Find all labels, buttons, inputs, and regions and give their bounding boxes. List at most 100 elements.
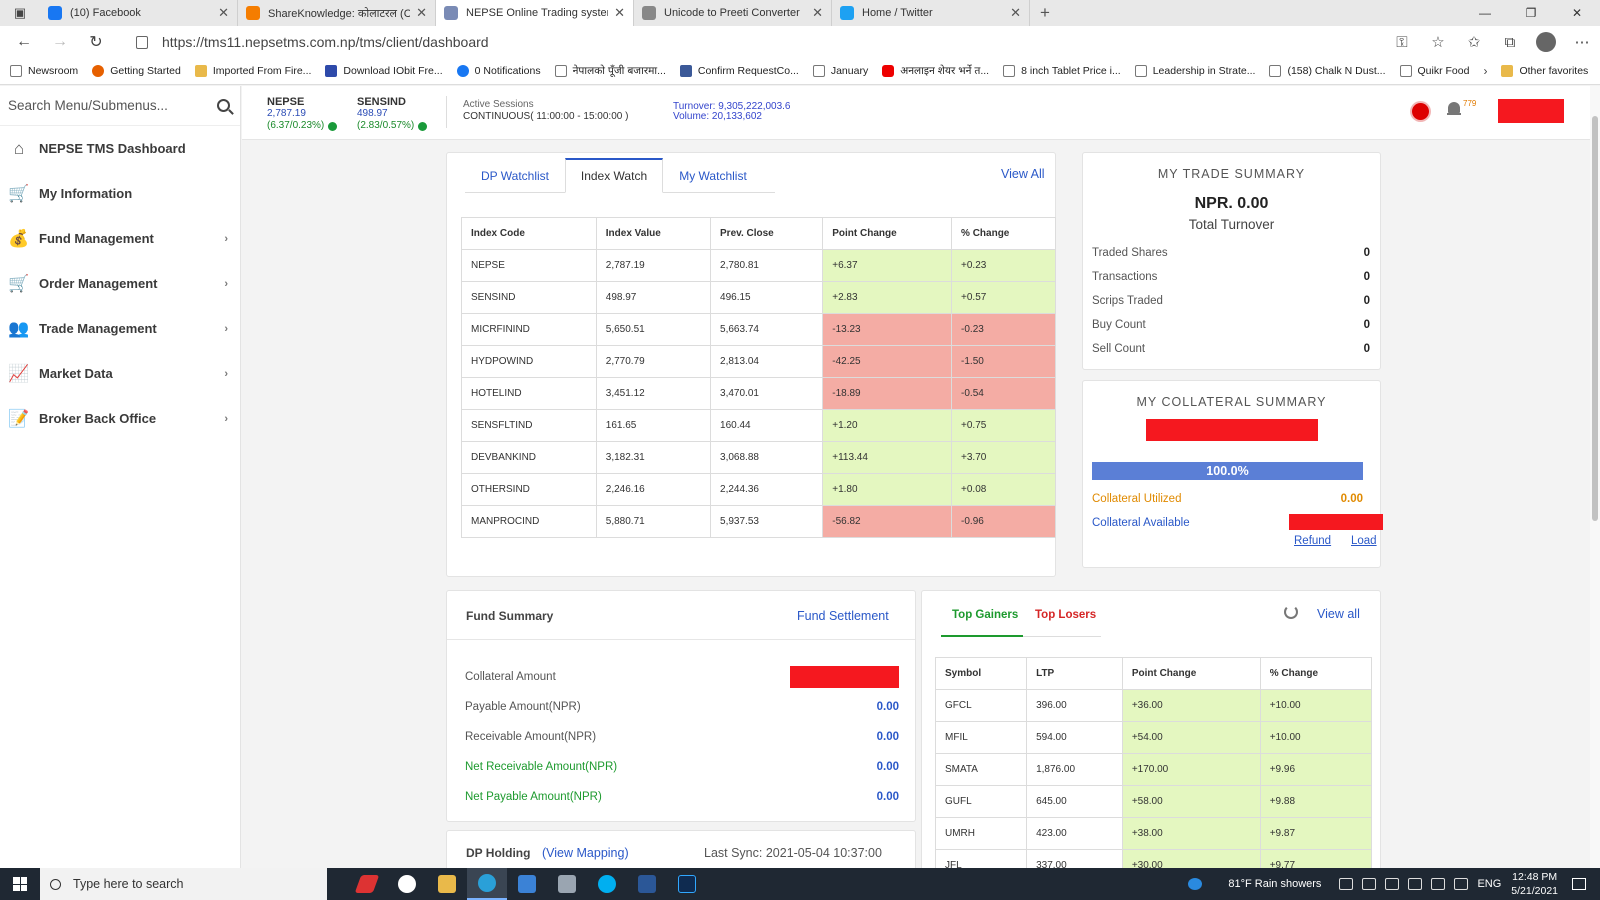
- favorite-item[interactable]: Getting Started: [92, 64, 181, 78]
- column-header[interactable]: Index Code: [461, 217, 597, 250]
- view-mapping-link[interactable]: (View Mapping): [542, 846, 629, 860]
- favorite-item[interactable]: 0 Notifications: [456, 64, 541, 78]
- taskbar-app-calculator[interactable]: [547, 868, 587, 900]
- minimize-button[interactable]: —: [1479, 6, 1491, 20]
- language-indicator[interactable]: ENG: [1477, 878, 1502, 890]
- taskbar-app-explorer[interactable]: [427, 868, 467, 900]
- table-row[interactable]: GFCL 396.00 +36.00 +10.00: [934, 689, 1373, 722]
- taskbar-app-word[interactable]: [627, 868, 667, 900]
- browser-tab[interactable]: (10) Facebook ✕: [40, 0, 238, 26]
- sidebar-item-market-data[interactable]: 📈 Market Data ›: [0, 351, 240, 396]
- favorite-item[interactable]: (158) Chalk N Dust...: [1269, 64, 1386, 78]
- start-button[interactable]: [0, 868, 40, 900]
- favorite-item[interactable]: Imported From Fire...: [194, 64, 311, 78]
- column-header[interactable]: Point Change: [1121, 657, 1261, 690]
- table-row[interactable]: SENSIND 498.97 496.15 +2.83 +0.57: [461, 281, 1056, 314]
- tab-my-watchlist[interactable]: My Watchlist: [679, 168, 747, 183]
- url-field[interactable]: https://tms11.nepsetms.com.np/tms/client…: [120, 29, 1425, 55]
- refund-link[interactable]: Refund: [1294, 535, 1332, 547]
- table-row[interactable]: MFIL 594.00 +54.00 +10.00: [934, 721, 1373, 754]
- reload-button[interactable]: ↻: [89, 34, 103, 51]
- notification-center-icon[interactable]: [1572, 878, 1586, 890]
- favorite-item[interactable]: Download IObit Fre...: [325, 64, 443, 78]
- chevron-up-icon[interactable]: [1339, 878, 1354, 890]
- browser-tab[interactable]: NEPSE Online Trading system ✕: [436, 0, 634, 26]
- search-icon[interactable]: [217, 99, 230, 112]
- column-header[interactable]: Prev. Close: [710, 217, 824, 250]
- column-header[interactable]: LTP: [1026, 657, 1123, 690]
- chevron-right-icon[interactable]: ›: [1483, 64, 1488, 78]
- column-header[interactable]: Symbol: [934, 657, 1028, 690]
- more-menu-icon[interactable]: ⋯: [1574, 34, 1590, 51]
- table-row[interactable]: UMRH 423.00 +38.00 +9.87: [934, 817, 1373, 850]
- close-icon[interactable]: ✕: [416, 5, 427, 20]
- battery-icon[interactable]: [1385, 878, 1400, 890]
- tab-index-watch[interactable]: Index Watch: [565, 158, 663, 193]
- keyboard-icon[interactable]: [1454, 878, 1469, 890]
- new-tab-button[interactable]: +: [1040, 3, 1050, 22]
- cloud-icon[interactable]: [1408, 878, 1423, 890]
- sidebar-item-order-management[interactable]: 🛒 Order Management ›: [0, 261, 240, 306]
- table-row[interactable]: JFL 337.00 +30.00 +9.77: [934, 849, 1373, 868]
- favorite-item[interactable]: Confirm RequestCo...: [679, 64, 799, 78]
- tab-dp-watchlist[interactable]: DP Watchlist: [480, 168, 549, 183]
- collections-icon[interactable]: ⧉: [1504, 33, 1516, 51]
- fund-settlement-link[interactable]: Fund Settlement: [797, 609, 889, 623]
- refresh-icon[interactable]: [1284, 605, 1298, 619]
- favorite-item[interactable]: Newsroom: [10, 64, 78, 78]
- favorite-item[interactable]: अनलाइन शेयर भर्ने त...: [882, 64, 989, 78]
- column-header[interactable]: % Change: [1259, 657, 1373, 690]
- network-icon[interactable]: [1362, 878, 1377, 890]
- bell-icon[interactable]: [1447, 101, 1461, 117]
- column-header[interactable]: % Change: [951, 217, 1056, 250]
- close-window-button[interactable]: ✕: [1571, 6, 1583, 20]
- column-header[interactable]: Point Change: [822, 217, 953, 250]
- favorites-icon[interactable]: ✩: [1467, 34, 1481, 51]
- help-icon[interactable]: [1188, 878, 1203, 890]
- table-row[interactable]: SENSFLTIND 161.65 160.44 +1.20 +0.75: [461, 409, 1056, 442]
- table-row[interactable]: DEVBANKIND 3,182.31 3,068.88 +113.44 +3.70: [461, 441, 1056, 474]
- taskbar-search-input[interactable]: Type here to search: [40, 868, 327, 900]
- favorite-item[interactable]: Quikr Food: [1399, 64, 1469, 78]
- table-row[interactable]: HOTELIND 3,451.12 3,470.01 -18.89 -0.54: [461, 377, 1056, 410]
- load-link[interactable]: Load: [1351, 535, 1377, 547]
- browser-tab[interactable]: Home / Twitter ✕: [832, 0, 1030, 26]
- table-row[interactable]: GUFL 645.00 +58.00 +9.88: [934, 785, 1373, 818]
- volume-icon[interactable]: [1431, 878, 1446, 890]
- other-favorites-folder[interactable]: Other favorites: [1501, 65, 1588, 77]
- tab-top-losers[interactable]: Top Losers: [1035, 609, 1097, 621]
- close-icon[interactable]: ✕: [614, 5, 625, 20]
- menu-search-input[interactable]: Search Menu/Submenus...: [0, 86, 240, 126]
- back-button[interactable]: ←: [16, 33, 32, 50]
- taskbar-app-edge[interactable]: [467, 868, 507, 900]
- tab-top-gainers[interactable]: Top Gainers: [952, 609, 1019, 621]
- close-icon[interactable]: ✕: [812, 5, 823, 20]
- table-row[interactable]: NEPSE 2,787.19 2,780.81 +6.37 +0.23: [461, 249, 1056, 282]
- taskbar-app-hp[interactable]: [387, 868, 427, 900]
- table-row[interactable]: MANPROCIND 5,880.71 5,937.53 -56.82 -0.96: [461, 505, 1056, 538]
- clock[interactable]: 12:48 PM 5/21/2021: [1511, 870, 1558, 898]
- view-all-link[interactable]: View All: [1001, 167, 1045, 181]
- close-icon[interactable]: ✕: [1010, 5, 1021, 20]
- favorite-item[interactable]: January: [812, 64, 868, 78]
- browser-tab[interactable]: Unicode to Preeti Converter ✕: [634, 0, 832, 26]
- restore-button[interactable]: ❐: [1525, 6, 1537, 20]
- favorite-item[interactable]: नेपालको पूँजी बजारमा...: [554, 64, 666, 78]
- add-favorite-icon[interactable]: ☆: [1431, 34, 1445, 51]
- sidebar-item-nepse-tms-dashboard[interactable]: ⌂ NEPSE TMS Dashboard: [0, 126, 240, 171]
- column-header[interactable]: Index Value: [595, 217, 712, 250]
- table-row[interactable]: HYDPOWIND 2,770.79 2,813.04 -42.25 -1.50: [461, 345, 1056, 378]
- weather-widget[interactable]: 81°F Rain showers: [1228, 878, 1322, 890]
- favorite-item[interactable]: 8 inch Tablet Price i...: [1003, 64, 1121, 78]
- view-all-gainers-link[interactable]: View all: [1317, 607, 1360, 621]
- taskbar-app-1[interactable]: [347, 868, 387, 900]
- sidebar-item-fund-management[interactable]: 💰 Fund Management ›: [0, 216, 240, 261]
- tab-actions-icon[interactable]: ▣: [13, 5, 27, 20]
- taskbar-app-mail[interactable]: [507, 868, 547, 900]
- key-icon[interactable]: ⚿: [1396, 33, 1408, 51]
- sidebar-item-my-information[interactable]: 🛒 My Information: [0, 171, 240, 216]
- scrollbar-thumb[interactable]: [1592, 116, 1598, 521]
- sidebar-item-trade-management[interactable]: 👥 Trade Management ›: [0, 306, 240, 351]
- table-row[interactable]: MICRFININD 5,650.51 5,663.74 -13.23 -0.23: [461, 313, 1056, 346]
- taskbar-app-skype[interactable]: [587, 868, 627, 900]
